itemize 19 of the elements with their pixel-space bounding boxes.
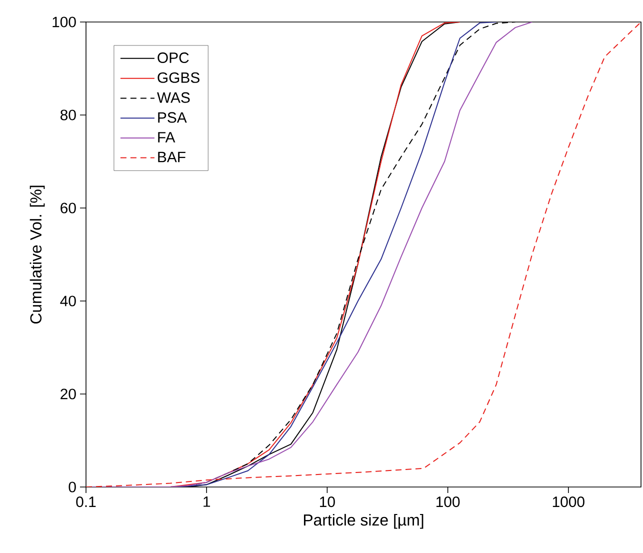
x-tick-label: 1	[204, 496, 210, 507]
x-tick-label: 1000	[552, 496, 584, 508]
legend-label: WAS	[157, 92, 190, 103]
y-tick-label: 100	[52, 16, 76, 28]
y-tick-label: 40	[60, 296, 76, 306]
y-tick-label: 20	[60, 388, 76, 400]
legend-label: BAF	[158, 152, 186, 162]
y-tick-label: 60	[60, 202, 76, 214]
legend-label: OPC	[158, 52, 189, 64]
y-axis-title: Cumulative Vol. [%]	[30, 186, 45, 324]
y-tick-label: 80	[60, 110, 76, 120]
legend-label: PSA	[158, 112, 187, 123]
x-axis-title: Particle size [µm]	[304, 514, 424, 529]
y-tick-label: 0	[68, 482, 76, 492]
x-tick-label: 0.1	[76, 496, 96, 508]
x-tick-label: 10	[320, 496, 335, 508]
legend-label: GGBS	[158, 72, 200, 83]
x-tick-label: 100	[436, 496, 460, 508]
legend-label: FA	[158, 132, 176, 142]
